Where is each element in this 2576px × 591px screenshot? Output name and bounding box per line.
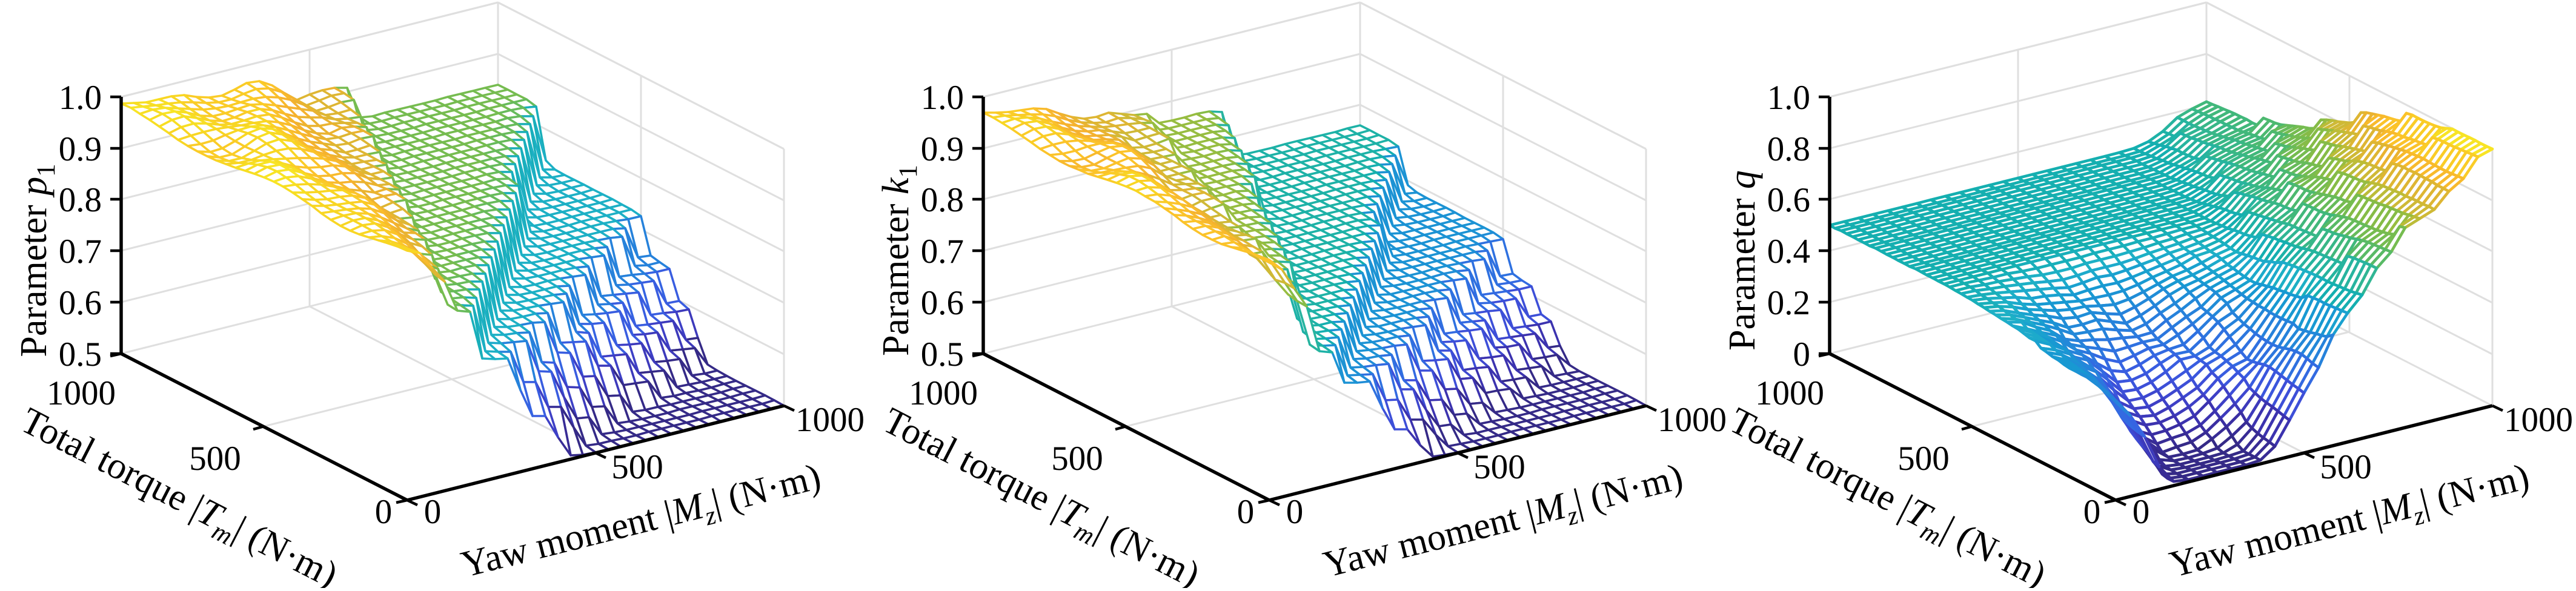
svg-text:500: 500 [2320, 448, 2372, 486]
svg-text:0.5: 0.5 [921, 335, 964, 374]
svg-text:0.6: 0.6 [1767, 181, 1810, 219]
svg-text:1000: 1000 [2504, 401, 2573, 439]
svg-text:0.5: 0.5 [59, 335, 102, 374]
svg-text:1000: 1000 [47, 374, 116, 412]
svg-text:1.0: 1.0 [59, 79, 102, 117]
svg-text:0: 0 [1237, 493, 1255, 531]
svg-text:0.9: 0.9 [921, 130, 964, 168]
svg-text:500: 500 [611, 448, 663, 486]
svg-text:0.4: 0.4 [1767, 233, 1810, 271]
svg-text:0: 0 [424, 493, 442, 531]
svg-text:1000: 1000 [795, 401, 865, 439]
svg-text:1000: 1000 [1755, 374, 1824, 412]
svg-text:0: 0 [2083, 493, 2101, 531]
svg-text:0.7: 0.7 [59, 233, 102, 271]
svg-text:500: 500 [189, 440, 241, 478]
svg-text:Parameter k1: Parameter k1 [875, 165, 923, 356]
svg-text:Parameter p1: Parameter p1 [13, 163, 61, 357]
svg-text:1000: 1000 [909, 374, 978, 412]
svg-text:1.0: 1.0 [1767, 79, 1810, 117]
svg-text:500: 500 [1051, 440, 1103, 478]
svg-text:1000: 1000 [1658, 401, 1727, 439]
svg-text:0.7: 0.7 [921, 233, 964, 271]
svg-text:0: 0 [1286, 493, 1304, 531]
svg-text:0.6: 0.6 [921, 284, 964, 322]
svg-text:0.8: 0.8 [1767, 130, 1810, 168]
svg-text:0.6: 0.6 [59, 284, 102, 322]
svg-text:0.8: 0.8 [59, 181, 102, 219]
svg-text:1.0: 1.0 [921, 79, 964, 117]
svg-text:500: 500 [1473, 448, 1525, 486]
svg-text:0.2: 0.2 [1767, 284, 1810, 322]
svg-text:0.8: 0.8 [921, 181, 964, 219]
svg-text:0.9: 0.9 [59, 130, 102, 168]
svg-text:Parameter q: Parameter q [1722, 170, 1763, 351]
svg-text:0: 0 [1793, 335, 1811, 374]
svg-text:0: 0 [2133, 493, 2150, 531]
svg-text:0: 0 [375, 493, 393, 531]
svg-text:500: 500 [1897, 440, 1950, 478]
